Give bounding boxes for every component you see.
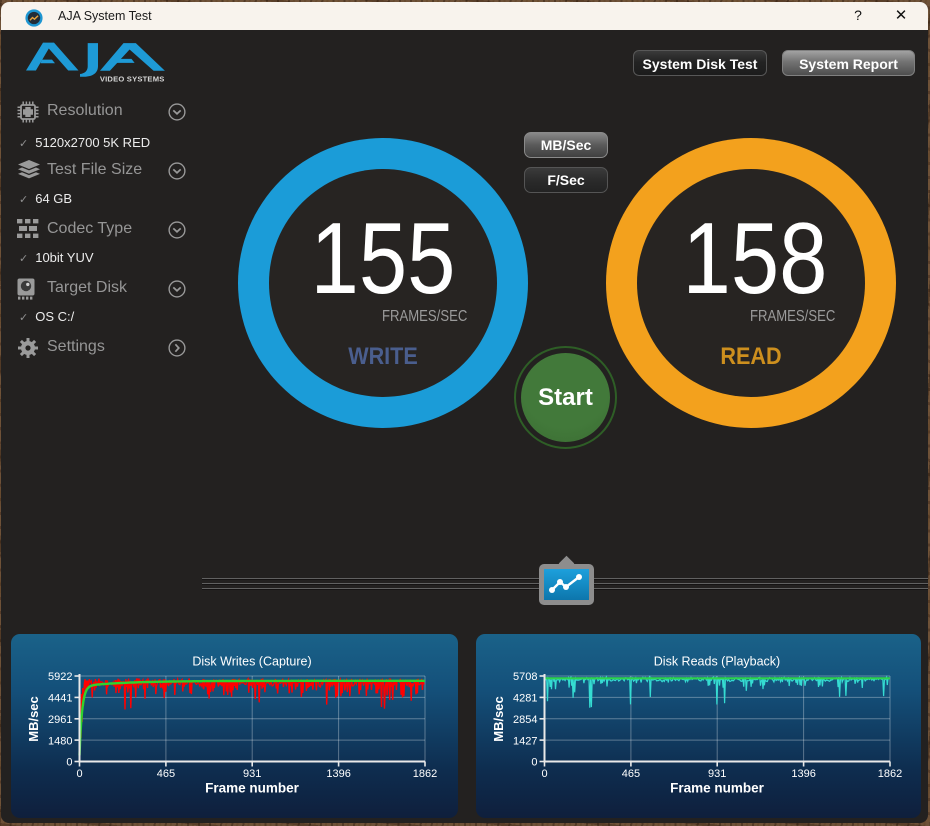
svg-text:1396: 1396 — [791, 768, 815, 780]
svg-text:1862: 1862 — [413, 768, 437, 780]
svg-text:4281: 4281 — [513, 693, 537, 705]
svg-text:0: 0 — [541, 768, 547, 780]
svg-text:465: 465 — [157, 768, 175, 780]
svg-text:0: 0 — [531, 757, 537, 769]
svg-text:2854: 2854 — [513, 714, 537, 726]
svg-text:0: 0 — [66, 757, 72, 769]
svg-text:931: 931 — [243, 768, 261, 780]
svg-text:1427: 1427 — [513, 735, 537, 747]
svg-text:MB/sec: MB/sec — [26, 696, 41, 742]
svg-text:Frame number: Frame number — [205, 781, 300, 796]
svg-text:5708: 5708 — [513, 671, 537, 683]
svg-text:MB/sec: MB/sec — [491, 696, 506, 742]
svg-text:465: 465 — [622, 768, 640, 780]
svg-text:1396: 1396 — [326, 768, 350, 780]
svg-text:0: 0 — [76, 768, 82, 780]
svg-text:VIDEO SYSTEMS: VIDEO SYSTEMS — [100, 75, 165, 84]
svg-text:Disk Writes (Capture): Disk Writes (Capture) — [192, 655, 311, 669]
svg-text:5922: 5922 — [48, 671, 72, 683]
svg-text:1862: 1862 — [878, 768, 902, 780]
svg-text:Frame number: Frame number — [670, 781, 765, 796]
svg-text:931: 931 — [708, 768, 726, 780]
svg-text:2961: 2961 — [48, 714, 72, 726]
svg-text:1480: 1480 — [48, 735, 72, 747]
svg-text:4441: 4441 — [48, 693, 72, 705]
svg-text:Disk Reads (Playback): Disk Reads (Playback) — [654, 655, 780, 669]
